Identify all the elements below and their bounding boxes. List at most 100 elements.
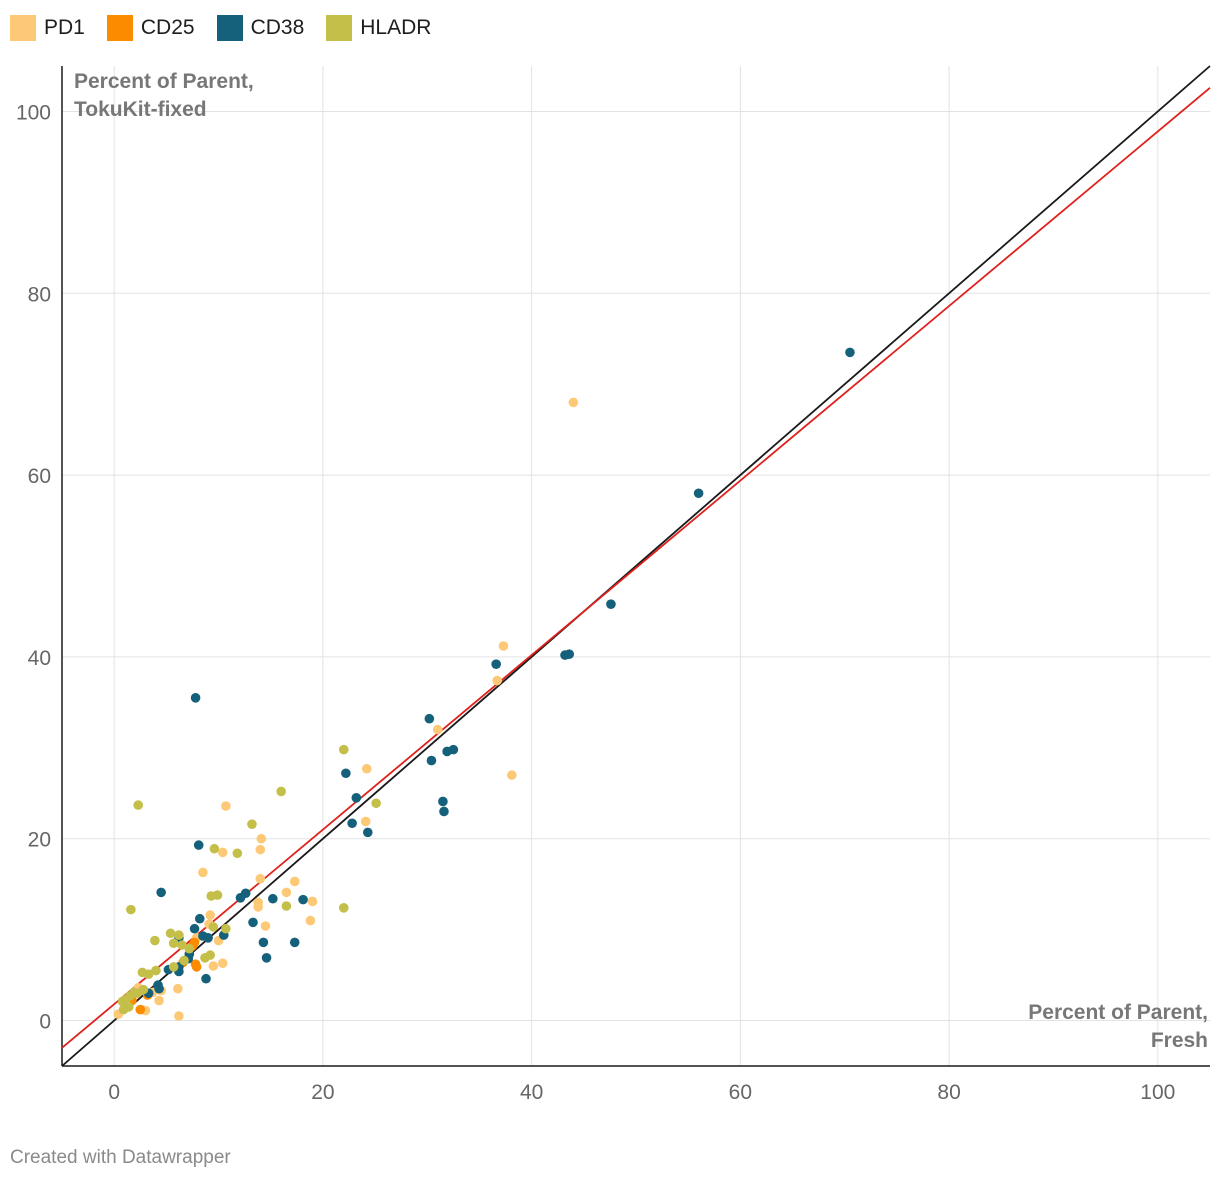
axes — [61, 66, 1210, 1067]
y-tick-labels: 0 20 40 60 80 100 — [16, 101, 51, 1033]
x-axis-label-line2: Fresh — [1151, 1029, 1208, 1052]
point-hladr — [151, 965, 161, 976]
point-hladr — [371, 798, 381, 809]
point-cd38 — [194, 913, 205, 924]
point-hladr — [168, 938, 179, 949]
fit-line — [61, 87, 1211, 1049]
point-hladr — [338, 744, 349, 755]
reference-lines — [61, 65, 1211, 1067]
point-pd1 — [498, 641, 509, 651]
point-pd1 — [174, 1011, 184, 1021]
point-hladr — [143, 969, 154, 979]
data-points — [113, 347, 855, 1021]
point-cd38 — [341, 768, 351, 779]
point-pd1 — [307, 896, 318, 907]
point-hladr — [174, 930, 184, 940]
point-hladr — [168, 962, 179, 972]
y-axis-label-line2: TokuKit-fixed — [74, 98, 207, 121]
legend-item-pd1: PD1 — [10, 15, 85, 41]
point-hladr — [281, 901, 292, 911]
point-pd1 — [305, 915, 316, 926]
point-pd1 — [217, 847, 228, 858]
point-cd38 — [362, 827, 373, 838]
point-hladr — [209, 843, 220, 854]
point-hladr — [179, 955, 189, 966]
point-pd1 — [568, 397, 579, 408]
point-pd1 — [217, 958, 228, 969]
point-cd38 — [268, 893, 278, 904]
point-hladr — [126, 904, 136, 915]
x-tick-label: 100 — [1140, 1081, 1175, 1104]
point-cd38 — [351, 793, 362, 803]
identity-line — [61, 65, 1211, 1067]
point-hladr — [133, 800, 143, 810]
point-cd25 — [189, 937, 200, 948]
y-tick-label: 40 — [28, 647, 51, 670]
y-tick-label: 0 — [39, 1011, 51, 1034]
point-cd38 — [298, 894, 308, 905]
point-cd38 — [248, 917, 258, 928]
x-tick-label: 60 — [729, 1081, 752, 1104]
point-pd1 — [361, 763, 372, 774]
point-pd1 — [154, 995, 164, 1006]
point-hladr — [212, 890, 223, 900]
y-tick-label: 80 — [28, 283, 51, 306]
point-cd38 — [190, 693, 201, 703]
legend-label-hladr: HLADR — [360, 16, 432, 39]
point-hladr — [208, 922, 219, 932]
point-pd1 — [253, 902, 264, 912]
point-pd1 — [507, 770, 517, 780]
point-pd1 — [281, 887, 292, 898]
point-hladr — [232, 848, 243, 859]
legend-label-pd1: PD1 — [44, 16, 85, 39]
point-cd38 — [693, 488, 704, 499]
legend-item-hladr: HLADR — [326, 15, 431, 41]
axis-labels: Percent of Parent, TokuKit-fixed Percent… — [74, 70, 1208, 1052]
x-tick-label: 20 — [311, 1081, 334, 1104]
legend-label-cd38: CD38 — [250, 16, 305, 39]
point-cd38 — [189, 923, 200, 934]
point-pd1 — [492, 675, 502, 686]
point-hladr — [150, 935, 160, 946]
point-pd1 — [198, 867, 208, 878]
legend-swatch-cd25 — [106, 15, 133, 41]
point-cd38 — [203, 933, 213, 943]
point-cd38 — [438, 796, 448, 807]
point-pd1 — [256, 833, 267, 844]
point-cd38 — [154, 983, 164, 994]
point-cd38 — [442, 746, 452, 757]
point-pd1 — [289, 876, 300, 887]
point-cd38 — [424, 713, 435, 724]
point-cd25 — [191, 962, 202, 972]
legend-swatch-hladr — [326, 15, 353, 41]
x-tick-label: 0 — [108, 1081, 120, 1104]
point-cd38 — [845, 347, 855, 358]
point-cd38 — [156, 887, 166, 898]
point-hladr — [138, 984, 149, 995]
point-pd1 — [205, 910, 215, 920]
legend-swatch-pd1 — [10, 15, 36, 41]
point-cd38 — [347, 818, 357, 829]
legend: PD1 CD25 CD38 HLADR — [10, 12, 431, 44]
point-pd1 — [260, 921, 271, 931]
legend-swatch-cd38 — [216, 15, 243, 41]
point-cd38 — [201, 973, 211, 984]
point-cd38 — [261, 953, 272, 963]
point-cd38 — [258, 937, 269, 948]
point-pd1 — [255, 873, 266, 884]
point-pd1 — [221, 801, 231, 811]
point-hladr — [276, 786, 286, 797]
point-hladr — [338, 903, 349, 913]
point-pd1 — [360, 816, 371, 827]
point-hladr — [205, 950, 215, 960]
point-cd38 — [289, 937, 300, 948]
point-hladr — [177, 940, 187, 950]
x-tick-label: 80 — [937, 1081, 960, 1104]
legend-item-cd25: CD25 — [106, 15, 195, 41]
y-axis-label-line1: Percent of Parent, — [74, 70, 254, 93]
x-axis-label-line1: Percent of Parent, — [1028, 1001, 1208, 1024]
x-tick-label: 40 — [520, 1081, 543, 1104]
y-tick-label: 60 — [28, 465, 51, 488]
point-cd38 — [560, 650, 570, 660]
